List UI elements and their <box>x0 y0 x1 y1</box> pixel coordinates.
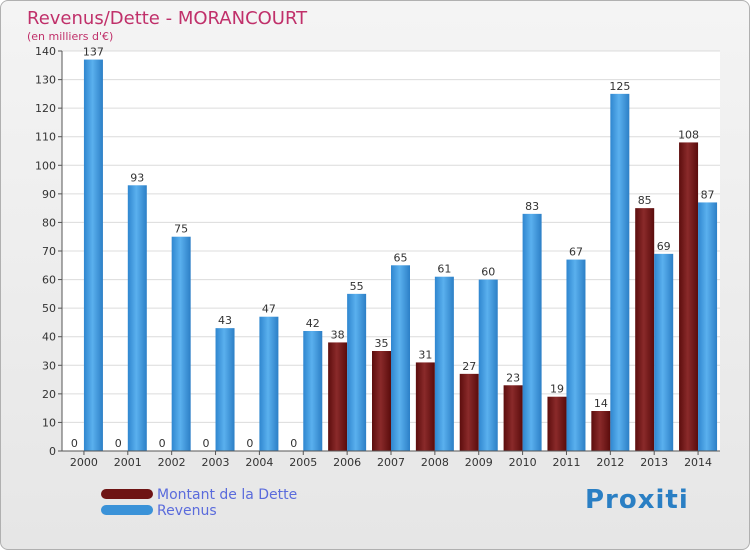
y-tick-label: 50 <box>42 302 56 315</box>
legend-swatch-debt <box>101 489 153 499</box>
proxiti-logo: Proxiti <box>585 485 689 515</box>
y-tick-label: 30 <box>42 359 56 372</box>
bar-debt <box>547 396 567 451</box>
chart-title: Revenus/Dette - MORANCOURT <box>27 8 308 29</box>
bar-revenus-label: 93 <box>130 171 144 184</box>
bar-revenus-label: 83 <box>525 200 539 213</box>
x-tick-label: 2003 <box>202 456 230 469</box>
y-tick-label: 130 <box>35 74 56 87</box>
bar-revenus <box>215 328 235 451</box>
x-tick-label: 2001 <box>114 456 142 469</box>
bar-debt-label: 14 <box>594 397 608 410</box>
y-tick-label: 90 <box>42 188 56 201</box>
bar-revenus-label: 125 <box>609 80 630 93</box>
y-tick-label: 40 <box>42 331 56 344</box>
bar-revenus <box>127 185 147 452</box>
legend-label-debt: Montant de la Dette <box>157 487 298 503</box>
bar-debt-label: 0 <box>246 437 253 450</box>
chart-subtitle: (en milliers d'€) <box>27 30 113 43</box>
bar-debt-label: 108 <box>678 128 699 141</box>
x-tick-label: 2002 <box>158 456 186 469</box>
bar-revenus-label: 65 <box>394 251 408 264</box>
y-tick-label: 100 <box>35 159 56 172</box>
bar-revenus <box>566 259 586 451</box>
bar-revenus-label: 47 <box>262 303 276 316</box>
bar-debt-label: 0 <box>290 437 297 450</box>
legend-label-revenus: Revenus <box>157 503 217 519</box>
bar-revenus <box>259 316 279 451</box>
bar-debt <box>635 208 655 451</box>
bar-revenus-label: 43 <box>218 314 232 327</box>
bar-debt-label: 38 <box>331 328 345 341</box>
bar-debt-label: 0 <box>203 437 210 450</box>
bar-debt <box>503 385 523 451</box>
y-tick-label: 120 <box>35 102 56 115</box>
bar-revenus-label: 137 <box>83 46 104 59</box>
x-tick-label: 2007 <box>377 456 405 469</box>
bar-debt-label: 0 <box>115 437 122 450</box>
y-tick-label: 80 <box>42 216 56 229</box>
bar-revenus-label: 69 <box>657 240 671 253</box>
bar-debt-label: 31 <box>418 348 432 361</box>
x-tick-label: 2012 <box>596 456 624 469</box>
y-tick-label: 20 <box>42 388 56 401</box>
bar-debt-label: 23 <box>506 371 520 384</box>
x-tick-label: 2008 <box>421 456 449 469</box>
bar-debt <box>591 411 611 451</box>
bar-revenus-label: 42 <box>306 317 320 330</box>
x-tick-label: 2011 <box>552 456 580 469</box>
bar-debt <box>415 362 435 451</box>
bar-revenus-label: 75 <box>174 223 188 236</box>
bar-revenus <box>610 93 630 451</box>
bar-revenus <box>171 236 191 451</box>
x-tick-label: 2006 <box>333 456 361 469</box>
y-tick-label: 60 <box>42 274 56 287</box>
bar-debt <box>679 142 699 451</box>
bar-revenus-label: 61 <box>437 263 451 276</box>
bar-revenus <box>434 276 454 451</box>
bar-debt-label: 85 <box>638 194 652 207</box>
bar-revenus <box>347 293 367 451</box>
bar-debt-label: 27 <box>462 360 476 373</box>
bar-debt <box>328 342 348 451</box>
x-tick-label: 2010 <box>509 456 537 469</box>
bar-revenus-label: 67 <box>569 246 583 259</box>
x-tick-label: 2009 <box>465 456 493 469</box>
bar-debt-label: 19 <box>550 383 564 396</box>
bar-revenus <box>83 59 103 451</box>
bar-revenus <box>654 253 674 451</box>
bar-debt-label: 0 <box>159 437 166 450</box>
bars: 0 137 0 93 0 75 0 43 0 47 0 42 38 55 35 65 31 61 27 60 23 83 1… <box>71 46 718 452</box>
x-axis: 2000 2001 2002 2003 2004 2005 2006 2007 2008 2009… <box>62 450 720 469</box>
bar-revenus <box>698 202 718 451</box>
y-tick-label: 10 <box>42 416 56 429</box>
legend-swatch-revenus <box>101 505 153 515</box>
bar-revenus-label: 87 <box>701 188 715 201</box>
x-tick-label: 2013 <box>640 456 668 469</box>
bar-revenus <box>391 265 410 451</box>
y-tick-label: 0 <box>49 445 56 458</box>
bar-debt-label: 35 <box>375 337 389 350</box>
y-tick-label: 70 <box>42 245 56 258</box>
x-tick-label: 2014 <box>684 456 712 469</box>
x-tick-label: 2005 <box>289 456 317 469</box>
bar-revenus <box>522 213 542 451</box>
bar-revenus <box>478 279 498 451</box>
bar-revenus-label: 60 <box>481 266 495 279</box>
bar-revenus <box>303 331 323 451</box>
y-tick-label: 110 <box>35 131 56 144</box>
bar-revenus-label: 55 <box>350 280 364 293</box>
bar-debt-label: 0 <box>71 437 78 450</box>
bar-debt <box>459 373 479 451</box>
x-tick-label: 2000 <box>70 456 98 469</box>
y-tick-label: 140 <box>35 45 56 58</box>
x-tick-label: 2004 <box>245 456 273 469</box>
bar-debt <box>372 351 391 451</box>
